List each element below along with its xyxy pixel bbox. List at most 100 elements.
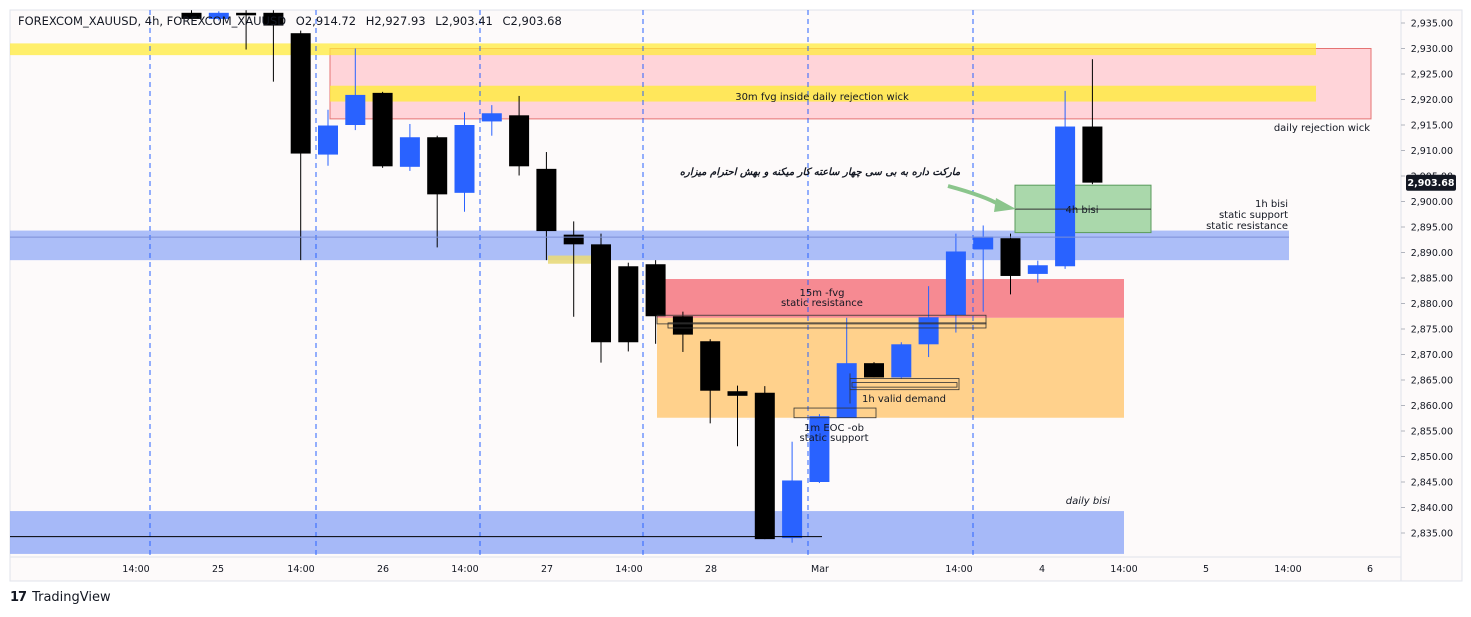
low-value: L2,903.41: [435, 14, 493, 28]
candle[interactable]: [1055, 90, 1076, 269]
candle[interactable]: [454, 112, 475, 212]
time-tick-label: 14:00: [615, 564, 642, 575]
candle[interactable]: [591, 233, 611, 363]
price-tick-label: 2,835.00: [1411, 529, 1453, 540]
candle[interactable]: [236, 10, 257, 50]
bisi-4h-label: 4h bisi: [1066, 205, 1099, 216]
candle-body: [864, 363, 884, 378]
candle[interactable]: [263, 10, 284, 82]
candle[interactable]: [509, 95, 530, 176]
arrow-head-icon: [994, 198, 1016, 212]
bisi-1h-label-1: 1h bisi: [1255, 199, 1288, 210]
price-tick-label: 2,855.00: [1411, 427, 1453, 438]
yellow-zone-top[interactable]: [10, 43, 1316, 56]
candle[interactable]: [481, 105, 502, 136]
daily-rejection-wick-zone[interactable]: [329, 48, 1372, 120]
candle-body: [509, 115, 530, 167]
candle[interactable]: [809, 414, 830, 484]
candle-body: [645, 264, 666, 317]
candle-body: [536, 168, 557, 232]
tradingview-logo-icon: 17: [10, 590, 27, 605]
eoc-ob-label-1: 1m EOC -ob: [804, 423, 864, 434]
candle[interactable]: [399, 123, 420, 171]
last-price-badge: [1406, 174, 1456, 191]
price-tick-label: 2,915.00: [1411, 121, 1453, 132]
candle[interactable]: [754, 386, 775, 540]
time-tick-label: Mar: [811, 564, 829, 575]
candle[interactable]: [727, 385, 748, 447]
orange-demand-zone[interactable]: [657, 317, 1124, 418]
fvg-15m-box[interactable]: [656, 314, 987, 325]
candle[interactable]: [700, 339, 721, 424]
daily-bisi-zone[interactable]: [10, 511, 1124, 554]
candle[interactable]: [1082, 59, 1103, 185]
candle-body: [427, 137, 448, 195]
candle[interactable]: [427, 135, 448, 248]
fvg-15m-box-inner[interactable]: [667, 322, 987, 329]
candle[interactable]: [836, 317, 857, 418]
candle[interactable]: [945, 233, 966, 333]
close-value: C2,903.68: [502, 14, 562, 28]
time-tick-label: 26: [377, 564, 389, 575]
price-tick-label: 2,925.00: [1411, 70, 1453, 81]
valid-demand-label: 1h valid demand: [862, 394, 946, 405]
candle-body: [1055, 126, 1076, 267]
candle-body: [782, 480, 803, 539]
candle-body: [1082, 126, 1103, 183]
bisi-1h-zone[interactable]: [10, 230, 1289, 261]
candle-body: [481, 113, 502, 122]
fvg-15m-zone[interactable]: [657, 279, 1124, 318]
candle-body: [181, 12, 202, 19]
time-tick-label: 6: [1367, 564, 1373, 575]
candle[interactable]: [536, 152, 557, 261]
eoc-ob-box[interactable]: [793, 407, 877, 419]
ohlc-header: FOREXCOM_XAUUSD, 4h, FOREXCOM_XAUUSD O2,…: [18, 14, 568, 28]
valid-demand-box-inner[interactable]: [851, 382, 958, 388]
candle-body: [290, 33, 311, 154]
candle[interactable]: [290, 30, 311, 261]
price-tick-label: 2,850.00: [1411, 452, 1453, 463]
candle-body: [918, 317, 939, 345]
time-tick-label: 5: [1203, 564, 1209, 575]
small-yellow-marker: [548, 255, 603, 264]
candle-body: [727, 391, 748, 396]
candle-body: [372, 92, 393, 167]
candle[interactable]: [891, 342, 912, 379]
candle[interactable]: [645, 260, 666, 344]
candle[interactable]: [372, 91, 393, 168]
time-tick-label: 14:00: [287, 564, 314, 575]
daily-rejection-label: daily rejection wick: [1274, 123, 1370, 134]
price-tick-label: 2,895.00: [1411, 223, 1453, 234]
time-tick-label: 14:00: [945, 564, 972, 575]
candle-body: [836, 363, 857, 418]
candle[interactable]: [208, 11, 229, 21]
price-tick-label: 2,870.00: [1411, 350, 1453, 361]
last-price-label: 2,903.68: [1408, 178, 1455, 189]
candle[interactable]: [318, 109, 338, 166]
symbol-label[interactable]: FOREXCOM_XAUUSD, 4h, FOREXCOM_XAUUSD: [18, 14, 287, 28]
candle-body: [591, 244, 611, 343]
candle-body: [809, 416, 830, 482]
candle-body: [399, 137, 420, 167]
high-value: H2,927.93: [365, 14, 426, 28]
price-tick-label: 2,880.00: [1411, 299, 1453, 310]
price-tick-label: 2,900.00: [1411, 197, 1453, 208]
eoc-ob-label-2: static support: [799, 433, 868, 444]
tradingview-brand[interactable]: 17 TradingView: [10, 590, 111, 605]
candle[interactable]: [181, 10, 202, 19]
candle[interactable]: [672, 311, 693, 352]
candle[interactable]: [618, 262, 639, 352]
candle[interactable]: [782, 441, 803, 543]
fvg-30m-zone[interactable]: [330, 85, 1316, 102]
candle[interactable]: [973, 225, 994, 312]
candle-body: [945, 251, 966, 316]
price-tick-label: 2,865.00: [1411, 376, 1453, 387]
candle[interactable]: [1027, 260, 1048, 283]
candle-body: [672, 316, 693, 335]
candle[interactable]: [864, 362, 884, 378]
candle[interactable]: [1000, 233, 1021, 295]
candle[interactable]: [345, 48, 366, 131]
price-tick-label: 2,845.00: [1411, 478, 1453, 489]
candle-body: [263, 12, 284, 26]
